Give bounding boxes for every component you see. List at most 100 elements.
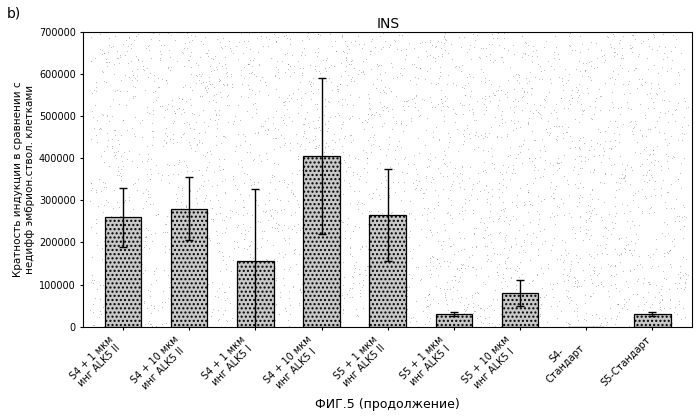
Point: [235, 190, 246, 197]
Point: [420, 172, 431, 179]
Point: [645, 90, 656, 97]
Point: [566, 138, 577, 144]
Point: [313, 195, 324, 202]
Point: [250, 90, 261, 97]
Point: [113, 60, 124, 66]
Point: [445, 311, 456, 318]
Point: [236, 66, 247, 73]
Point: [661, 142, 672, 148]
Point: [564, 268, 575, 274]
Point: [632, 84, 643, 91]
Point: [527, 291, 538, 298]
Point: [510, 281, 521, 288]
Point: [470, 272, 482, 278]
Point: [643, 151, 654, 158]
Point: [217, 166, 228, 173]
Point: [549, 33, 560, 40]
Point: [154, 31, 165, 38]
Point: [482, 199, 493, 205]
Point: [481, 196, 492, 203]
Point: [605, 145, 617, 151]
Point: [508, 51, 519, 57]
Point: [452, 278, 463, 285]
Point: [205, 81, 216, 87]
Point: [628, 67, 640, 74]
Point: [289, 245, 301, 252]
Point: [294, 251, 305, 257]
Point: [662, 230, 673, 237]
Point: [610, 187, 621, 194]
Point: [257, 300, 268, 307]
Point: [205, 148, 216, 154]
Point: [608, 81, 619, 87]
Point: [552, 137, 563, 144]
Point: [513, 273, 524, 280]
Point: [271, 301, 282, 308]
Point: [380, 184, 391, 191]
Point: [420, 47, 431, 54]
Point: [116, 153, 127, 159]
Point: [159, 298, 171, 305]
Point: [241, 44, 252, 51]
Point: [198, 305, 209, 312]
Point: [404, 319, 415, 326]
Point: [356, 244, 367, 251]
Point: [564, 100, 575, 107]
Point: [201, 298, 212, 304]
Point: [175, 279, 187, 285]
Point: [270, 135, 281, 141]
Point: [287, 191, 298, 197]
Point: [511, 201, 522, 208]
Point: [136, 58, 147, 64]
Point: [340, 68, 351, 74]
Point: [366, 112, 377, 118]
Point: [483, 130, 494, 137]
Point: [535, 228, 546, 234]
Point: [345, 138, 356, 145]
Point: [526, 85, 538, 92]
Point: [456, 84, 468, 91]
Point: [659, 199, 670, 205]
Point: [166, 206, 177, 213]
Point: [195, 205, 206, 212]
Point: [260, 261, 271, 268]
Point: [538, 196, 549, 202]
Point: [312, 222, 324, 229]
Point: [270, 265, 281, 272]
Point: [410, 176, 421, 183]
Point: [517, 85, 528, 92]
Point: [293, 153, 304, 160]
Point: [607, 67, 619, 74]
Point: [331, 253, 342, 260]
Point: [165, 278, 176, 285]
Point: [95, 295, 106, 302]
Point: [656, 291, 667, 298]
Point: [259, 127, 271, 133]
Point: [125, 45, 136, 51]
Point: [123, 59, 134, 66]
Point: [247, 68, 258, 75]
Point: [102, 275, 113, 282]
Point: [320, 57, 331, 64]
Point: [327, 269, 338, 276]
Point: [312, 52, 323, 59]
Point: [194, 301, 206, 307]
Point: [408, 314, 419, 320]
Point: [174, 234, 185, 240]
Point: [470, 266, 482, 273]
Point: [681, 256, 692, 263]
Point: [296, 37, 308, 43]
Point: [354, 292, 366, 299]
Point: [604, 262, 615, 269]
Point: [487, 35, 498, 41]
Point: [94, 46, 106, 53]
Point: [531, 107, 542, 113]
Point: [651, 143, 663, 149]
Point: [456, 102, 468, 108]
Point: [170, 198, 181, 204]
Point: [613, 300, 624, 307]
Point: [112, 260, 123, 267]
Point: [187, 272, 198, 279]
Point: [460, 320, 471, 326]
Point: [96, 110, 108, 117]
